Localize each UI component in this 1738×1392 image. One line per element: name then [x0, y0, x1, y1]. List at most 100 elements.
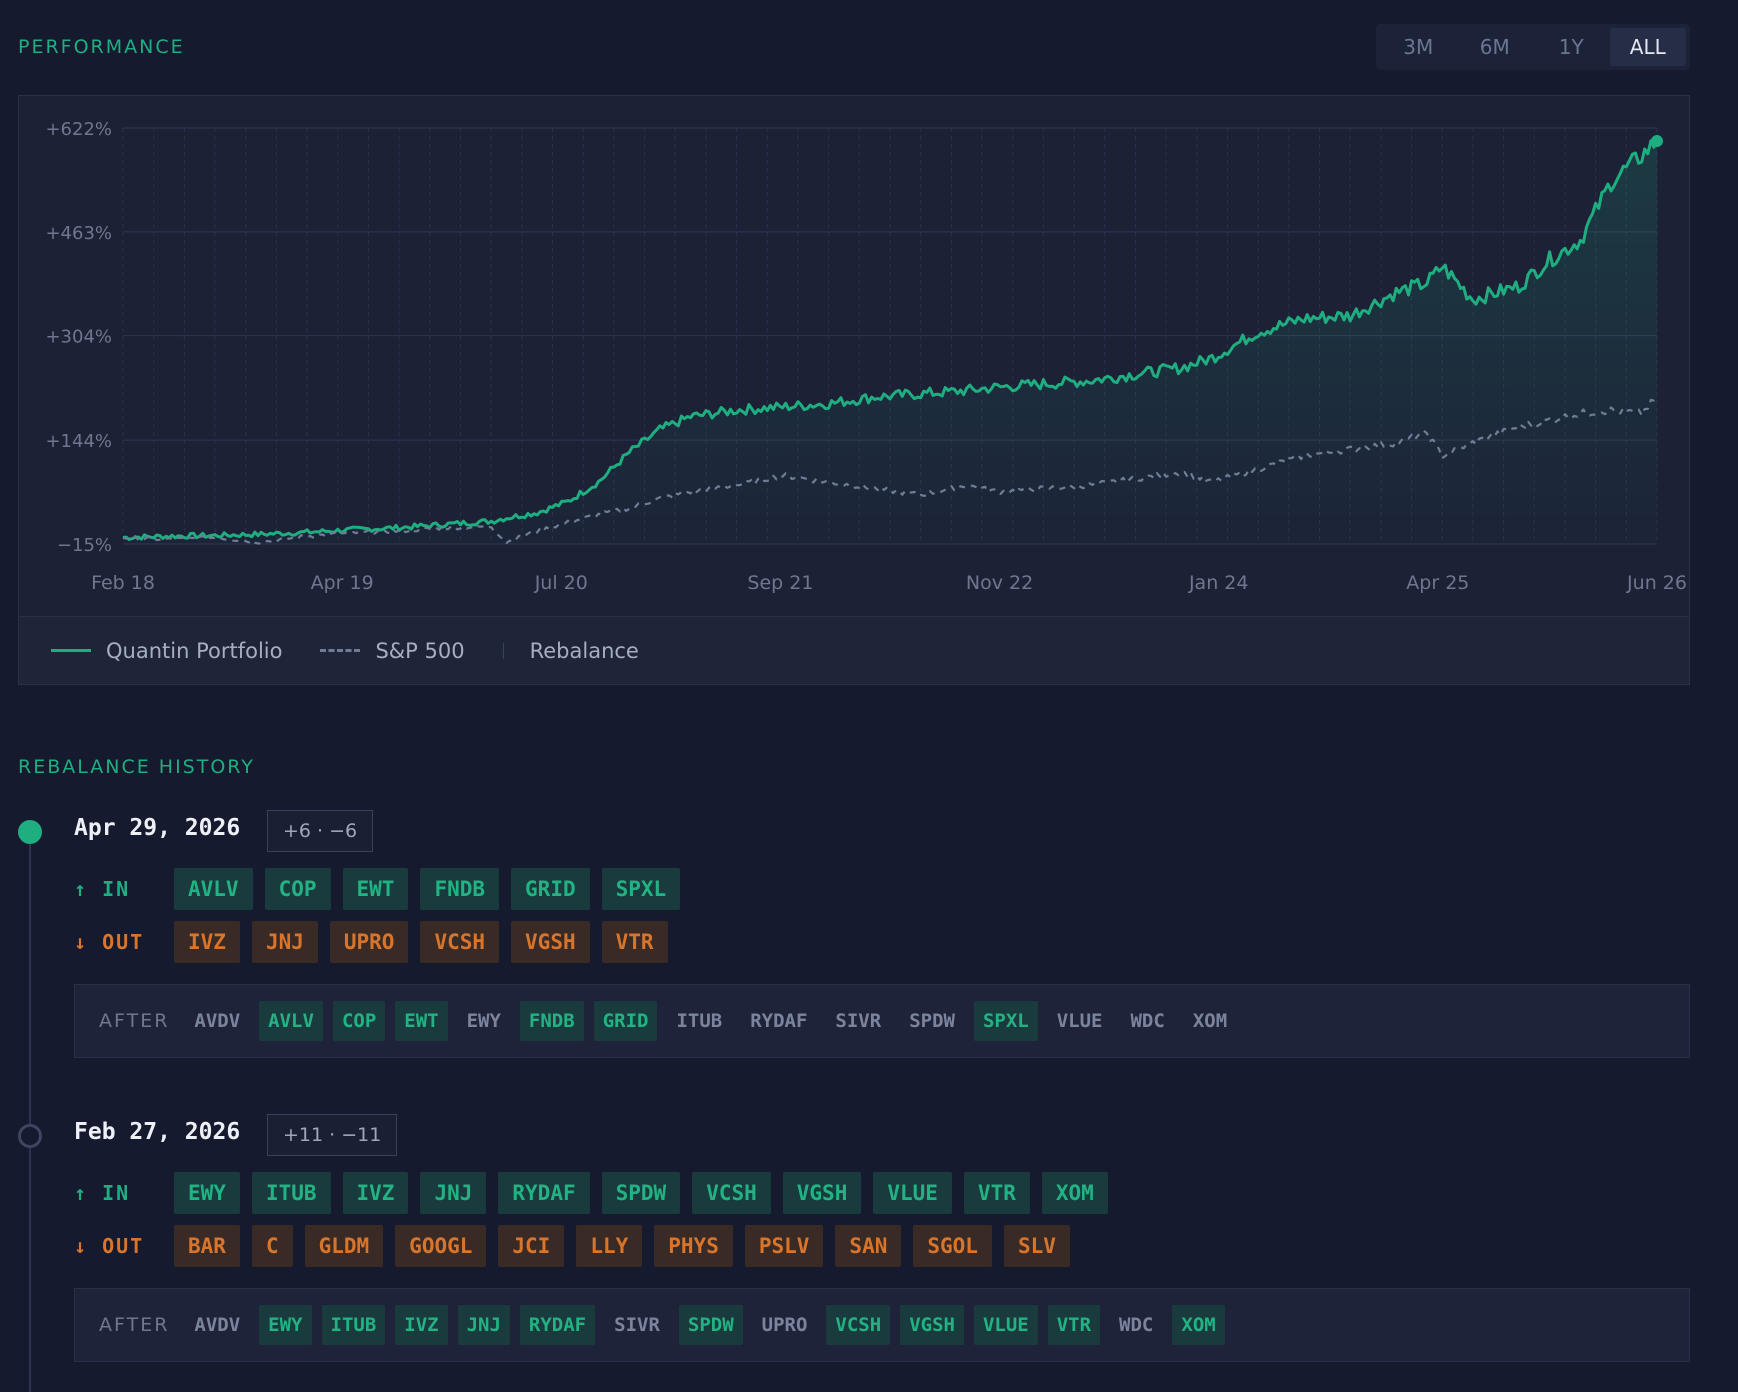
- in-ticker-cop[interactable]: COP: [264, 868, 331, 910]
- in-ticker-spxl[interactable]: SPXL: [601, 868, 681, 910]
- after-holdings: AFTER AVDV AVLV COP EWT EWY FNDB GRID ITUB RYDAF…: [74, 984, 1690, 1058]
- out-ticker-phys[interactable]: PHYS: [654, 1225, 733, 1267]
- legend-rebalance: Rebalance: [502, 639, 639, 663]
- in-ticker-itub[interactable]: ITUB: [251, 1172, 331, 1214]
- after-ticker-vlue[interactable]: VLUE: [973, 1305, 1038, 1345]
- after-ticker-wdc[interactable]: WDC: [1130, 1010, 1165, 1032]
- out-chips: IVZ JNJ UPRO VCSH VGSH VTR: [174, 921, 680, 963]
- after-ticker-vgsh[interactable]: VGSH: [900, 1305, 964, 1345]
- range-6m-button[interactable]: 6M: [1479, 35, 1510, 59]
- x-tick-label: Jan 24: [1188, 572, 1249, 594]
- in-ticker-ewy[interactable]: EWY: [174, 1172, 240, 1214]
- out-ticker-vgsh[interactable]: VGSH: [511, 921, 590, 963]
- after-ticker-sivr[interactable]: SIVR: [835, 1010, 882, 1032]
- legend-dashed-swatch: [320, 649, 361, 652]
- out-ticker-sgol[interactable]: SGOL: [913, 1225, 992, 1267]
- after-ticker-ewy[interactable]: EWY: [466, 1010, 501, 1032]
- x-tick-label: Sep 21: [747, 572, 813, 594]
- in-ticker-vcsh[interactable]: VCSH: [692, 1172, 771, 1214]
- out-ticker-vcsh[interactable]: VCSH: [420, 921, 500, 963]
- after-ticker-ivz[interactable]: IVZ: [395, 1305, 448, 1345]
- in-label: ↑ IN: [74, 1181, 131, 1205]
- portfolio-area-fill: [123, 140, 1657, 545]
- after-ticker-upro[interactable]: UPRO: [761, 1314, 808, 1336]
- y-tick-label: +463%: [45, 223, 112, 244]
- range-3m-button[interactable]: 3M: [1403, 35, 1434, 59]
- in-ticker-ewt[interactable]: EWT: [342, 868, 409, 910]
- after-ticker-rydaf[interactable]: RYDAF: [750, 1010, 808, 1032]
- after-ticker-ewt[interactable]: EWT: [395, 1001, 448, 1041]
- out-ticker-jnj[interactable]: JNJ: [251, 921, 318, 963]
- in-ticker-ivz[interactable]: IVZ: [342, 1172, 409, 1214]
- after-ticker-vtr[interactable]: VTR: [1047, 1305, 1101, 1345]
- rebalance-change-badge: +11 · −11: [267, 1114, 398, 1156]
- after-ticker-ewy[interactable]: EWY: [259, 1305, 312, 1345]
- after-ticker-itub[interactable]: ITUB: [676, 1010, 723, 1032]
- after-ticker-jnj[interactable]: JNJ: [457, 1305, 510, 1345]
- after-ticker-spdw[interactable]: SPDW: [678, 1305, 743, 1345]
- after-ticker-avdv[interactable]: AVDV: [194, 1010, 241, 1032]
- y-tick-label: +304%: [45, 327, 112, 348]
- out-ticker-vtr[interactable]: VTR: [601, 921, 668, 963]
- portfolio-series-line: [122, 139, 1659, 541]
- in-ticker-xom[interactable]: XOM: [1041, 1172, 1108, 1214]
- in-ticker-vlue[interactable]: VLUE: [873, 1172, 952, 1214]
- after-ticker-vcsh[interactable]: VCSH: [826, 1305, 891, 1345]
- chart-legend: Quantin Portfolio S&P 500 Rebalance: [19, 616, 1689, 684]
- legend-sp500: S&P 500: [320, 638, 465, 663]
- out-ticker-bar[interactable]: BAR: [174, 1225, 240, 1267]
- after-ticker-wdc[interactable]: WDC: [1119, 1314, 1154, 1336]
- out-ticker-ivz[interactable]: IVZ: [174, 921, 240, 963]
- range-all-button[interactable]: ALL: [1609, 28, 1686, 66]
- after-label: AFTER: [99, 1010, 170, 1032]
- out-ticker-jci[interactable]: JCI: [498, 1225, 565, 1267]
- after-ticker-grid[interactable]: GRID: [593, 1001, 658, 1041]
- after-ticker-spxl[interactable]: SPXL: [973, 1001, 1038, 1041]
- after-ticker-itub[interactable]: ITUB: [321, 1305, 386, 1345]
- after-ticker-xom[interactable]: XOM: [1192, 1010, 1228, 1032]
- out-ticker-slv[interactable]: SLV: [1003, 1225, 1070, 1267]
- in-ticker-jnj[interactable]: JNJ: [420, 1172, 487, 1214]
- after-ticker-rydaf[interactable]: RYDAF: [519, 1305, 596, 1345]
- in-chips: AVLV COP EWT FNDB GRID SPXL: [174, 868, 692, 910]
- after-ticker-fndb[interactable]: FNDB: [519, 1001, 584, 1041]
- in-chips: EWY ITUB IVZ JNJ RYDAF SPDW VCSH VGSH VLUE VTR XOM: [174, 1172, 1120, 1214]
- in-ticker-grid[interactable]: GRID: [511, 868, 590, 910]
- out-label: ↓ OUT: [74, 930, 145, 954]
- legend-solid-swatch: [51, 649, 91, 652]
- x-tick-label: Feb 18: [91, 572, 155, 594]
- out-chips: BAR C GLDM GOOGL JCI LLY PHYS PSLV SAN SGOL SLV: [174, 1225, 1082, 1267]
- in-label: ↑ IN: [74, 877, 131, 901]
- portfolio-end-marker: [1651, 135, 1663, 148]
- after-ticker-spdw[interactable]: SPDW: [909, 1010, 955, 1032]
- x-tick-label: Jul 20: [534, 572, 588, 594]
- legend-portfolio: Quantin Portfolio: [51, 639, 282, 663]
- in-ticker-avlv[interactable]: AVLV: [174, 868, 253, 910]
- after-ticker-cop[interactable]: COP: [332, 1001, 386, 1041]
- after-ticker-avlv[interactable]: AVLV: [259, 1001, 323, 1041]
- in-ticker-spdw[interactable]: SPDW: [601, 1172, 681, 1214]
- x-tick-label: Jun 26: [1626, 572, 1687, 594]
- after-ticker-avdv[interactable]: AVDV: [194, 1314, 241, 1336]
- out-ticker-lly[interactable]: LLY: [576, 1225, 643, 1267]
- timeline-dot-active: [18, 820, 42, 844]
- y-tick-label: −15%: [57, 535, 112, 556]
- after-ticker-xom[interactable]: XOM: [1172, 1305, 1225, 1345]
- out-ticker-san[interactable]: SAN: [835, 1225, 902, 1267]
- out-label: ↓ OUT: [74, 1234, 145, 1258]
- after-ticker-vlue[interactable]: VLUE: [1056, 1010, 1103, 1032]
- after-ticker-sivr[interactable]: SIVR: [614, 1314, 660, 1336]
- in-ticker-rydaf[interactable]: RYDAF: [498, 1172, 590, 1214]
- out-ticker-c[interactable]: C: [251, 1225, 293, 1267]
- sp500-series-line: [122, 396, 1658, 545]
- in-ticker-vgsh[interactable]: VGSH: [782, 1172, 862, 1214]
- range-1y-button[interactable]: 1Y: [1558, 35, 1584, 59]
- legend-rebalance-swatch: [502, 642, 504, 659]
- out-ticker-upro[interactable]: UPRO: [329, 921, 409, 963]
- out-ticker-gldm[interactable]: GLDM: [304, 1225, 384, 1267]
- in-ticker-fndb[interactable]: FNDB: [420, 868, 500, 910]
- legend-sp500-label: S&P 500: [375, 638, 465, 663]
- in-ticker-vtr[interactable]: VTR: [963, 1172, 1030, 1214]
- out-ticker-pslv[interactable]: PSLV: [744, 1225, 824, 1267]
- out-ticker-googl[interactable]: GOOGL: [395, 1225, 487, 1267]
